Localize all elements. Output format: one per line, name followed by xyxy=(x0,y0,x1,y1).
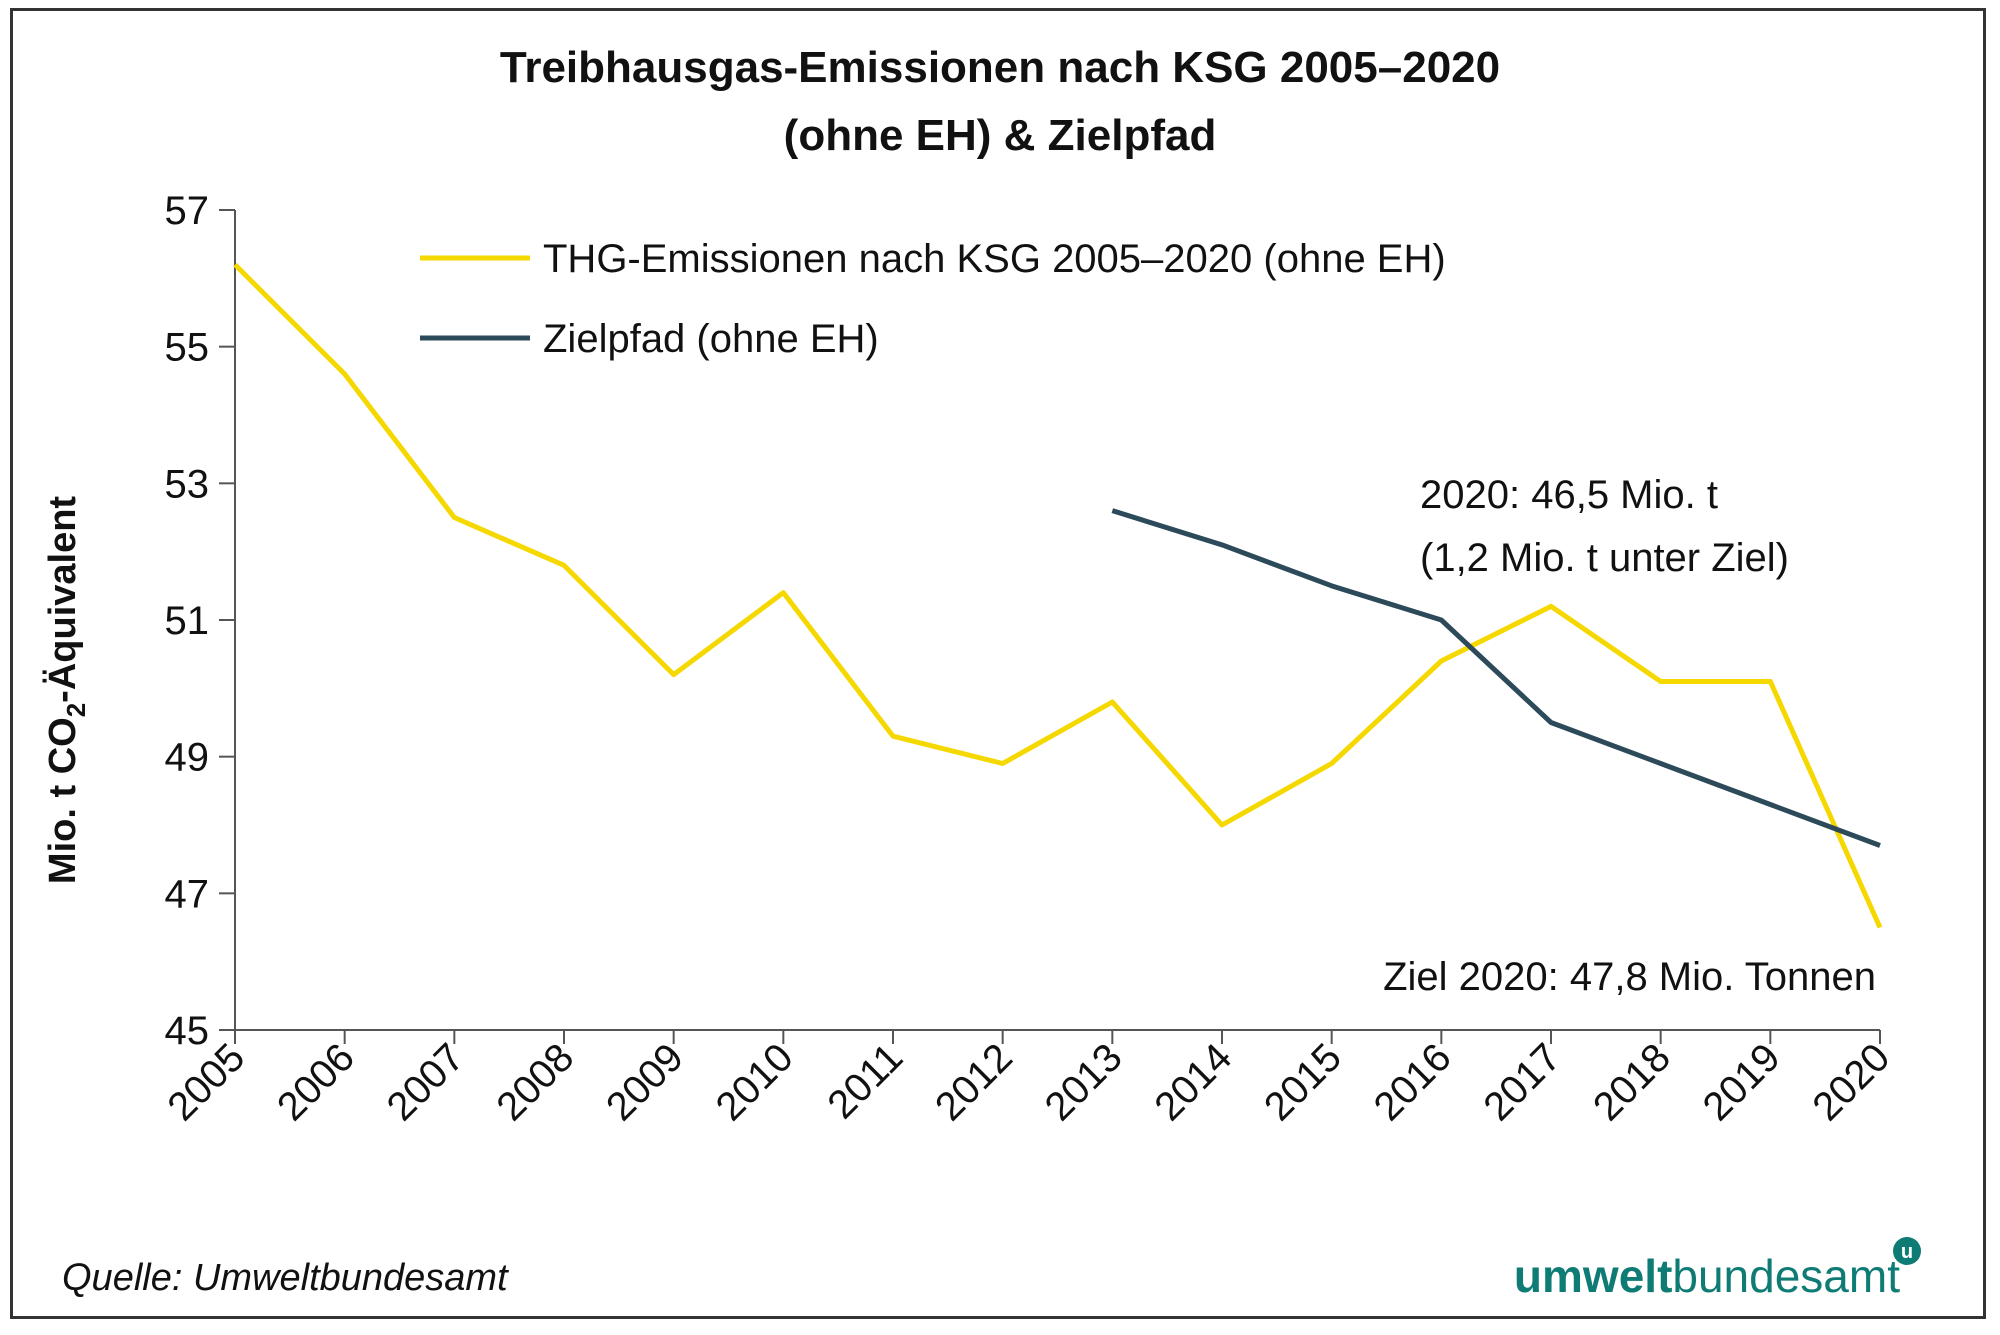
chart-title-line1: Treibhausgas-Emissionen nach KSG 2005–20… xyxy=(500,43,1500,92)
y-tick-label: 49 xyxy=(165,736,210,780)
y-tick-label: 51 xyxy=(165,599,210,643)
y-tick-label: 57 xyxy=(165,189,210,233)
logo-text-bold: umwelt xyxy=(1514,1250,1672,1302)
x-tick-label: 2007 xyxy=(379,1035,473,1129)
x-tick-label: 2014 xyxy=(1146,1035,1240,1129)
source-label: Quelle: Umweltbundesamt xyxy=(62,1257,509,1299)
x-tick-label: 2009 xyxy=(598,1035,692,1129)
y-tick-label: 45 xyxy=(165,1009,210,1053)
chart-frame xyxy=(10,8,1986,1319)
x-tick-label: 2011 xyxy=(819,1035,911,1127)
x-tick-label: 2017 xyxy=(1475,1035,1569,1129)
emissions-line xyxy=(233,262,1883,929)
logo-badge-letter: u xyxy=(1901,1241,1913,1263)
y-tick-label: 53 xyxy=(165,462,210,506)
target-path-line xyxy=(1111,508,1881,848)
logo-badge-icon xyxy=(1893,1237,1921,1265)
x-tick-label: 2020 xyxy=(1804,1035,1898,1129)
legend-label-emissions: THG-Emissionen nach KSG 2005–2020 (ohne … xyxy=(543,237,1446,281)
y-tick-label: 55 xyxy=(165,326,210,370)
x-tick-label: 2006 xyxy=(269,1035,363,1129)
y-axis-label: Mio. t CO2-Äquivalent xyxy=(41,496,91,884)
chart-title-line2: (ohne EH) & Zielpfad xyxy=(784,111,1217,160)
annotation-target-2020: Ziel 2020: 47,8 Mio. Tonnen xyxy=(1383,955,1876,999)
x-tick-label: 2008 xyxy=(488,1035,582,1129)
legend-label-target: Zielpfad (ohne EH) xyxy=(543,317,879,361)
series-lines xyxy=(233,262,1883,929)
annotation-2020-difference: (1,2 Mio. t unter Ziel) xyxy=(1420,536,1789,580)
umweltbundesamt-logo: umweltbundesamt xyxy=(1514,1250,1900,1302)
x-tick-label: 2019 xyxy=(1695,1035,1789,1129)
x-tick-label: 2012 xyxy=(927,1035,1021,1129)
x-ticks: 2005 2006 2007 2008 2009 2010 2011 2012 2013 2014… xyxy=(159,1030,1898,1129)
y-axis-label-subscript: 2 xyxy=(61,703,91,717)
logo-text-regular: bundesamt xyxy=(1672,1250,1900,1302)
x-tick-label: 2013 xyxy=(1037,1035,1131,1129)
x-tick-label: 2016 xyxy=(1366,1035,1460,1129)
x-tick-label: 2015 xyxy=(1256,1035,1350,1129)
annotation-2020-value: 2020: 46,5 Mio. t xyxy=(1420,473,1718,517)
y-axis-label-main: Mio. t CO xyxy=(42,717,84,884)
x-tick-label: 2018 xyxy=(1585,1035,1679,1129)
y-tick-label: 47 xyxy=(165,872,210,916)
x-tick-label: 2010 xyxy=(708,1035,802,1129)
y-ticks: 45 47 49 51 53 55 57 xyxy=(165,189,235,1053)
y-axis-label-rest: -Äquivalent xyxy=(41,496,84,703)
